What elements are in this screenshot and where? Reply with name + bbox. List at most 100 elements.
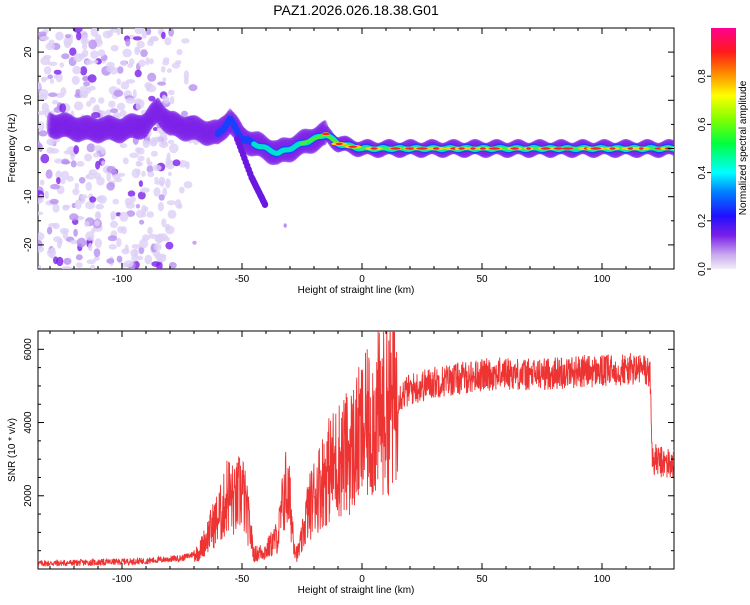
x-tick-label: 0 [359, 574, 365, 585]
noise-blob [136, 255, 144, 261]
noise-blob [38, 93, 48, 101]
noise-blob [97, 195, 108, 204]
noise-blob [120, 60, 128, 67]
noise-blob [95, 160, 101, 170]
noise-blob [55, 31, 64, 41]
noise-blob [93, 256, 100, 261]
noise-blob [38, 264, 42, 269]
y-tick-label: 20 [23, 46, 34, 58]
noise-blob [52, 222, 60, 230]
colorbar-tick-label: 0.0 [697, 262, 708, 276]
snr-xlabel: Height of straight line (km) [298, 585, 415, 596]
noise-blob [146, 165, 154, 174]
noise-blob [162, 77, 167, 82]
noise-blob [73, 228, 78, 237]
noise-blob [52, 203, 60, 213]
noise-blob [168, 89, 175, 96]
ridge-red [458, 147, 465, 150]
noise-blob [122, 157, 129, 165]
noise-blob [86, 100, 92, 107]
noise-blob [169, 96, 175, 105]
snr-axes: -100 -50 0 50 100 2000 4000 6000 [23, 330, 675, 585]
noise-blob [183, 70, 190, 80]
noise-blob [49, 78, 55, 84]
noise-blob [127, 63, 134, 69]
noise-blob [88, 85, 96, 91]
noise-blob [168, 28, 175, 37]
noise-blob [134, 69, 142, 78]
noise-blob [76, 262, 83, 268]
snr-marks [38, 331, 674, 567]
noise-blob [153, 187, 161, 197]
noise-blob [110, 45, 119, 52]
y-tick-label: 2000 [23, 484, 34, 507]
noise-blob [158, 140, 169, 149]
noise-blob [53, 74, 58, 79]
noise-blob [84, 153, 93, 162]
noise-blob [101, 160, 106, 166]
noise-blob [147, 72, 157, 82]
y-tick-label: -10 [23, 189, 34, 204]
noise-blob [72, 65, 82, 75]
noise-blob [162, 60, 170, 66]
noise-blob [167, 209, 177, 219]
noise-blob [177, 203, 183, 209]
noise-blob [64, 34, 71, 39]
noise-blob [183, 181, 193, 189]
noise-blob [132, 36, 143, 41]
noise-blob [145, 57, 150, 66]
noise-blob [137, 155, 145, 162]
noise-blob [50, 183, 60, 190]
spectrogram-marks [38, 28, 674, 269]
noise-blob [86, 259, 96, 265]
noise-blob [110, 211, 117, 219]
ridge-red [322, 132, 330, 136]
noise-blob [81, 43, 88, 50]
noise-blob [178, 160, 188, 168]
noise-blob [61, 266, 72, 269]
noise-blob [85, 59, 94, 65]
noise-blob [91, 112, 101, 119]
noise-blob [147, 171, 155, 178]
noise-blob [45, 169, 53, 179]
noise-blob [106, 182, 115, 191]
noise-blob [153, 180, 164, 185]
noise-blob [145, 28, 152, 36]
spectrogram-xlabel: Height of straight line (km) [298, 285, 415, 296]
noise-blob [127, 190, 136, 197]
noise-blob [116, 66, 124, 74]
noise-blob [105, 109, 112, 116]
noise-blob [49, 148, 60, 154]
noise-blob [162, 94, 167, 100]
noise-blob [59, 62, 65, 68]
noise-blob [89, 196, 97, 203]
noise-blob [88, 242, 93, 252]
noise-blob [121, 248, 130, 255]
noise-blob [136, 161, 143, 167]
noise-blob [71, 75, 80, 85]
noise-blob [46, 226, 53, 235]
noise-blob [40, 153, 50, 164]
noise-blob [38, 211, 44, 216]
noise-blob [63, 257, 72, 265]
ridge-red [627, 147, 634, 150]
noise-blob [55, 170, 62, 180]
snr-ylabel: SNR (10 * v/v) [7, 418, 18, 482]
noise-blob [38, 232, 45, 241]
colorbar-label: Normalized spectral amplitude [738, 80, 749, 215]
ridge-red [432, 147, 440, 150]
noise-blob [60, 170, 70, 180]
noise-blob [83, 81, 91, 87]
noise-blob [74, 199, 82, 210]
y-tick-label: 0 [23, 145, 34, 151]
noise-blob [39, 179, 45, 186]
noise-blob [146, 84, 157, 93]
noise-blob [119, 109, 127, 117]
ridge-red [405, 147, 416, 150]
snr-panel: -100 -50 0 50 100 2000 4000 6000 Height of stra… [7, 330, 675, 596]
noise-blob [69, 239, 79, 245]
y-tick-label: 4000 [23, 411, 34, 434]
noise-blob [79, 90, 87, 98]
